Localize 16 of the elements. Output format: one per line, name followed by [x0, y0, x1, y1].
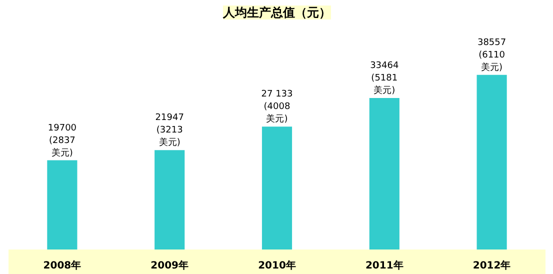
bar [154, 150, 185, 250]
data-label: 19700 (2837 美元) [48, 123, 77, 158]
bar [476, 74, 507, 250]
bar [262, 126, 292, 250]
data-label: 27 133 (4008 美元) [261, 90, 293, 125]
bar [369, 98, 400, 250]
bar [47, 160, 78, 250]
chart-title: 人均生产总值（元） [222, 6, 331, 20]
x-tick-label: 2012年 [472, 260, 511, 272]
x-tick-label: 2010年 [258, 260, 296, 272]
data-label: 33464 (5181 美元) [370, 60, 399, 96]
x-tick-label: 2011年 [365, 260, 404, 272]
data-label: 38557 (6110 美元) [477, 38, 506, 73]
x-tick-label: 2008年 [43, 260, 82, 272]
data-label: 21947 (3213 美元) [155, 113, 184, 148]
x-tick-label: 2009年 [150, 260, 189, 272]
